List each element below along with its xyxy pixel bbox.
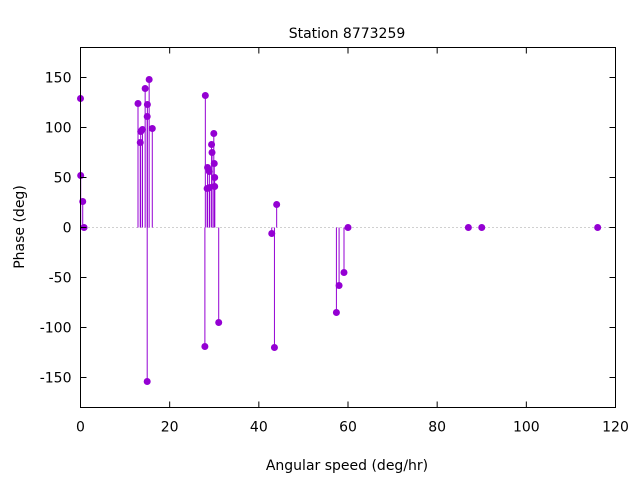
y-tick-label: -50: [49, 271, 72, 287]
y-tick-label: 0: [63, 221, 72, 237]
data-point: [205, 168, 213, 175]
data-point: [211, 183, 219, 190]
data-point: [273, 201, 281, 208]
y-tick-label: -100: [40, 321, 72, 337]
point-layer: [77, 76, 602, 385]
data-point: [215, 319, 223, 326]
x-tick-label: 100: [513, 420, 540, 436]
data-point: [335, 282, 343, 289]
data-point: [201, 343, 209, 350]
data-point: [464, 224, 472, 231]
data-point: [208, 149, 216, 156]
data-point: [478, 224, 486, 231]
data-point: [143, 113, 151, 120]
data-point: [594, 224, 602, 231]
data-point: [201, 92, 209, 99]
data-point: [210, 160, 218, 167]
x-tick-label: 20: [161, 420, 179, 436]
x-axis-ticks: 0 20 40 60 80 100 120: [76, 47, 629, 436]
data-point: [134, 100, 142, 107]
data-point: [344, 224, 352, 231]
data-point: [340, 269, 348, 276]
x-tick-label: 120: [602, 420, 629, 436]
data-point: [143, 101, 151, 108]
data-point: [141, 85, 149, 92]
data-point: [270, 344, 278, 351]
data-point: [136, 139, 144, 146]
data-point: [145, 76, 153, 83]
x-tick-label: 40: [250, 420, 268, 436]
data-point: [143, 378, 151, 385]
y-axis-label: Phase (deg): [12, 185, 28, 269]
data-point: [210, 130, 218, 137]
data-point: [208, 141, 216, 148]
data-point: [148, 125, 156, 132]
x-tick-label: 0: [76, 420, 85, 436]
data-point: [211, 174, 219, 181]
data-point: [332, 309, 340, 316]
y-tick-label: 50: [54, 171, 72, 187]
x-tick-label: 60: [339, 420, 357, 436]
x-axis-label: Angular speed (deg/hr): [266, 458, 428, 474]
chart-title: Station 8773259: [289, 26, 406, 42]
y-axis-ticks: -150 -100 -50 0 50 100 150: [40, 71, 616, 387]
stem-layer: [80, 79, 345, 382]
y-tick-label: 150: [45, 71, 72, 87]
y-tick-label: -150: [40, 371, 72, 387]
data-point: [138, 126, 146, 133]
y-tick-label: 100: [45, 121, 72, 137]
data-point: [268, 230, 276, 237]
x-tick-label: 80: [428, 420, 446, 436]
